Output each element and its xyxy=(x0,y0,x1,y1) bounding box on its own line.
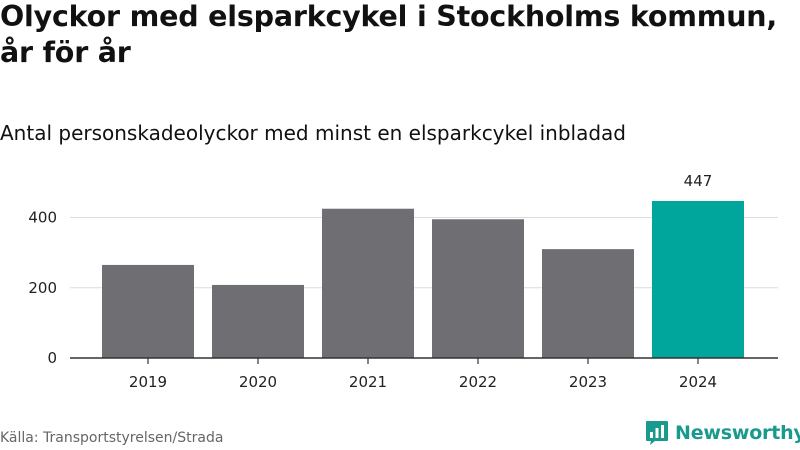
bar-chart-speech-bubble-icon xyxy=(646,421,668,445)
y-tick-label: 400 xyxy=(28,209,57,227)
bar-2024 xyxy=(652,201,744,358)
bar-2020 xyxy=(212,284,304,358)
labels: 0 200 400 2019 2020 2021 2022 2023 2024 447 xyxy=(28,172,717,391)
chart-title: Olyckor med elsparkcykel i Stockholms ko… xyxy=(0,0,778,69)
bar-2019 xyxy=(102,264,194,358)
x-tick-label: 2022 xyxy=(459,373,497,391)
bars xyxy=(102,201,744,358)
bar-2022 xyxy=(432,219,524,358)
y-tick-label: 200 xyxy=(28,279,57,297)
brand-name: Newsworthy xyxy=(675,422,800,444)
y-tick-label: 0 xyxy=(47,349,57,367)
brand-logo: Newsworthy xyxy=(645,419,800,447)
bar-2023 xyxy=(542,249,634,358)
x-tick-label: 2023 xyxy=(569,373,607,391)
x-tick-label: 2020 xyxy=(239,373,277,391)
bar-2021 xyxy=(322,208,414,358)
x-tick-label: 2019 xyxy=(129,373,167,391)
x-tick-label: 2021 xyxy=(349,373,387,391)
data-label-2024: 447 xyxy=(684,172,713,190)
axes xyxy=(70,357,778,364)
chart-subtitle: Antal personskadeolyckor med minst en el… xyxy=(0,121,626,145)
source-note: Källa: Transportstyrelsen/Strada xyxy=(0,430,224,446)
x-tick-label: 2024 xyxy=(679,373,717,391)
